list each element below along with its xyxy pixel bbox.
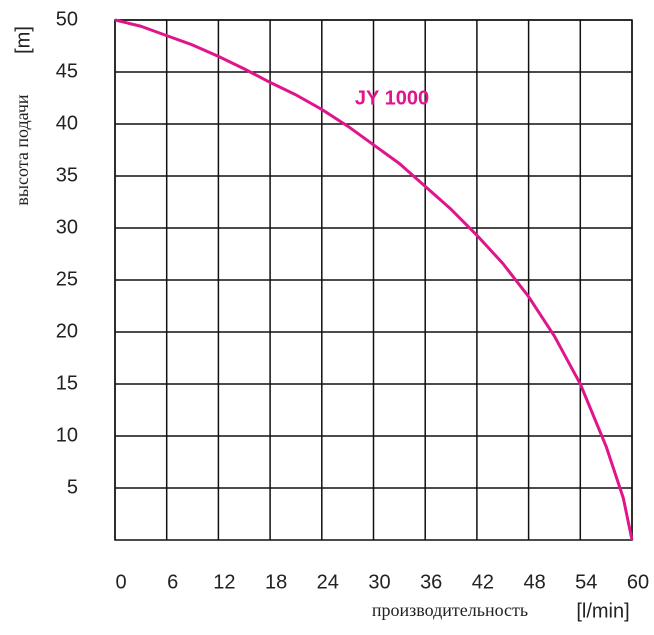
y-tick-label: 45 [56,60,78,82]
y-tick-label: 20 [56,320,78,342]
x-tick-label: 6 [167,571,178,593]
x-tick-label: 42 [472,571,494,593]
x-axis-unit: [l/min] [576,600,629,622]
series-line [114,18,634,541]
y-tick-label: 35 [56,164,78,186]
y-tick-label: 50 [56,8,78,30]
x-tick-label: 24 [317,571,339,593]
y-axis-unit: [m] [12,26,34,54]
x-tick-label: 54 [575,571,597,593]
x-tick-label: 36 [420,571,442,593]
y-tick-label: 30 [56,216,78,238]
y-tick-label: 40 [56,112,78,134]
x-tick-label: 30 [368,571,390,593]
x-tick-label: 18 [265,571,287,593]
y-tick-label: 25 [56,268,78,290]
y-axis-title: высота подачи [12,94,32,206]
x-axis-title: производительность [372,600,528,620]
series-label: JY 1000 [355,87,429,109]
x-tick-label: 48 [523,571,545,593]
x-tick-label: 12 [213,571,235,593]
y-tick-label: 10 [56,424,78,446]
x-tick-label: 60 [627,571,649,593]
y-tick-label: 15 [56,372,78,394]
x-tick-label: 0 [115,571,126,593]
y-tick-label: 5 [67,476,78,498]
